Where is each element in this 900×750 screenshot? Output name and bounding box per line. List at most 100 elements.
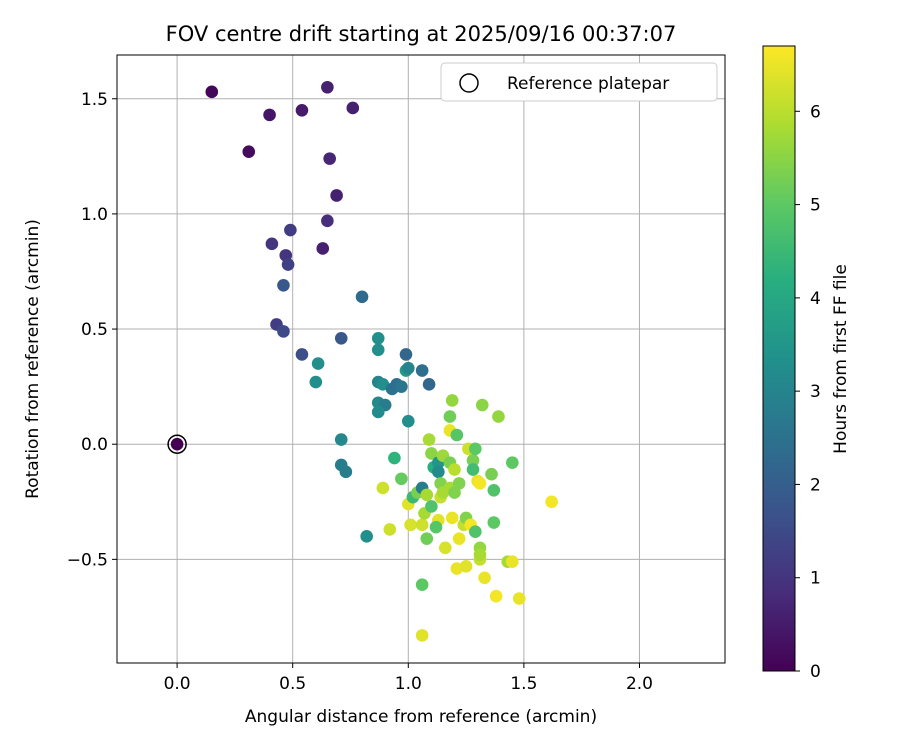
data-points (167, 80, 558, 642)
x-tick-label: 0.5 (279, 674, 306, 694)
y-tick-label: 0.0 (81, 435, 108, 455)
data-point (277, 279, 290, 292)
data-point (506, 456, 519, 469)
colorbar: 0 1 2 3 4 5 6 Hours from first FF file (762, 45, 851, 682)
data-point (425, 500, 438, 513)
data-point (489, 589, 503, 603)
data-point (309, 375, 323, 389)
data-point (485, 467, 498, 481)
data-point (395, 380, 408, 393)
data-point (492, 410, 505, 423)
legend-label: Reference platepar (507, 74, 669, 94)
x-axis-ticks: 0.0 0.5 1.0 1.5 2.0 (164, 663, 653, 694)
data-point (371, 405, 385, 419)
data-point (469, 442, 482, 456)
data-point (295, 348, 309, 361)
reference-point-ring (167, 434, 187, 454)
colorbar-ticks: 0 1 2 3 4 5 6 (795, 102, 821, 682)
y-tick-label: 0.5 (81, 320, 108, 340)
data-point (284, 223, 297, 237)
data-point (383, 523, 397, 536)
data-point (475, 398, 489, 412)
data-point (401, 414, 415, 428)
data-point (415, 578, 429, 591)
data-point (277, 325, 290, 338)
data-point (445, 511, 459, 525)
data-point (422, 433, 436, 446)
data-point (339, 465, 353, 479)
x-axis-label: Angular distance from reference (arcmin) (245, 707, 597, 727)
data-point (450, 428, 464, 442)
data-point (487, 483, 501, 497)
data-point (281, 258, 295, 271)
colorbar-tick-label: 5 (810, 196, 821, 216)
data-point (425, 447, 438, 460)
data-point (438, 541, 452, 555)
data-point (466, 454, 480, 467)
data-point (376, 481, 390, 495)
data-point (330, 189, 343, 202)
data-point (242, 145, 256, 159)
legend-box (440, 62, 718, 102)
legend-marker-icon (459, 73, 479, 93)
data-point (395, 472, 408, 486)
colorbar-tick-label: 3 (810, 382, 821, 402)
data-point (311, 357, 325, 370)
data-point (420, 488, 434, 502)
data-point (429, 520, 443, 534)
y-tick-label: −0.5 (67, 550, 108, 570)
data-point (469, 525, 482, 539)
data-point (487, 516, 501, 529)
y-axis-label: Rotation from reference (arcmin) (23, 219, 43, 499)
data-point (422, 378, 436, 391)
x-tick-label: 2.0 (626, 674, 653, 694)
chart-title: FOV centre drift starting at 2025/09/16 … (166, 22, 677, 46)
colorbar-label: Hours from first FF file (831, 264, 851, 454)
data-point (448, 463, 461, 476)
data-point (205, 85, 219, 99)
data-point (371, 331, 385, 345)
data-point (478, 571, 491, 585)
data-point (323, 152, 336, 165)
data-point (360, 530, 373, 543)
data-point (415, 518, 429, 532)
grid (117, 55, 725, 663)
data-point (432, 465, 445, 479)
plot-frame (116, 54, 726, 664)
data-point (452, 532, 466, 545)
data-point (466, 463, 480, 476)
data-point (404, 518, 417, 532)
data-point (445, 394, 459, 407)
data-point (388, 451, 401, 465)
colorbar-tick-label: 2 (810, 475, 821, 495)
data-point (506, 555, 519, 568)
y-axis-ticks: −0.5 0.0 0.5 1.0 1.5 (67, 90, 117, 570)
data-point (334, 331, 348, 345)
reference-point (170, 437, 184, 451)
data-point (399, 348, 413, 361)
data-point (321, 214, 334, 228)
data-point (316, 242, 330, 255)
data-point (415, 364, 429, 377)
colorbar-tick-label: 1 (810, 569, 821, 589)
data-point (459, 559, 473, 573)
data-point (420, 532, 434, 545)
x-tick-label: 1.5 (510, 674, 537, 694)
data-point (355, 290, 369, 304)
x-tick-label: 1.0 (395, 674, 422, 694)
data-point (443, 410, 457, 423)
legend: Reference platepar (440, 62, 718, 102)
colorbar-tick-label: 4 (810, 289, 821, 309)
data-point (265, 237, 279, 251)
data-point (415, 629, 429, 642)
data-point (452, 477, 466, 490)
colorbar-tick-label: 6 (810, 102, 821, 122)
data-point (334, 433, 348, 446)
data-point (545, 495, 558, 509)
colorbar-gradient (762, 45, 796, 672)
data-point (512, 592, 526, 605)
data-point (401, 361, 415, 375)
data-point (321, 80, 334, 94)
data-point (346, 101, 360, 115)
